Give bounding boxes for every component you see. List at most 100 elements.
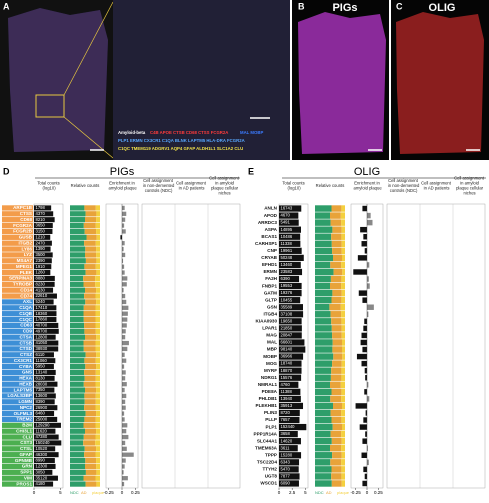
relative-segment	[342, 346, 345, 353]
relative-segment	[331, 437, 342, 445]
relative-segment	[331, 388, 342, 396]
count-bar	[279, 332, 302, 339]
relative-segment	[84, 399, 96, 405]
enrichment-bar	[122, 446, 127, 451]
relative-segment	[70, 363, 86, 370]
count-label: 8880	[36, 276, 46, 281]
gene-label: CD74	[20, 293, 32, 298]
relative-segment	[70, 222, 84, 229]
count-label: 11338	[281, 241, 293, 246]
relative-segment	[95, 405, 100, 411]
relative-segment	[70, 275, 84, 282]
legend-entry: NDC	[315, 490, 324, 495]
count-bar	[34, 211, 54, 217]
gene-label: CST3	[20, 440, 32, 445]
relative-segment	[70, 393, 85, 399]
count-bar	[279, 452, 302, 459]
relative-segment	[85, 252, 97, 258]
count-label: 4760	[281, 382, 291, 387]
tissue-section	[396, 12, 484, 154]
relative-segment	[70, 405, 85, 411]
count-bar	[279, 360, 302, 367]
relative-segment	[95, 293, 100, 299]
enrichment-bar	[367, 311, 369, 317]
relative-segment	[84, 452, 96, 458]
count-bar	[34, 405, 58, 411]
relative-segment	[332, 339, 342, 346]
relative-segment	[330, 219, 342, 226]
gene-label: LPAR1	[262, 326, 277, 331]
relative-segment	[70, 316, 84, 323]
relative-segment	[341, 367, 345, 374]
relative-segment	[331, 233, 342, 240]
image-title: PIGs	[332, 2, 357, 14]
column-frame	[386, 203, 486, 489]
relative-segment	[70, 446, 85, 452]
enrichment-bar	[122, 229, 126, 234]
relative-segment	[315, 466, 332, 473]
relative-segment	[315, 402, 333, 410]
relative-segment	[70, 440, 84, 446]
count-label: 4180	[36, 481, 46, 486]
count-bar	[279, 311, 304, 318]
count-bar	[279, 395, 301, 402]
relative-segment	[315, 459, 331, 466]
count-bar	[279, 466, 299, 473]
gene-label: PLEK	[20, 270, 33, 275]
enrichment-bar	[355, 403, 367, 409]
enrichment-bar	[363, 466, 367, 473]
relative-segment	[330, 374, 342, 381]
relative-segment	[315, 325, 332, 332]
count-label: 3500	[36, 252, 46, 257]
count-label: 13140	[36, 370, 48, 375]
enrichment-bar	[363, 325, 367, 332]
gene-label-bg	[2, 287, 33, 293]
count-bar	[279, 367, 302, 374]
relative-segment	[70, 305, 84, 311]
relative-segment	[83, 381, 96, 387]
enrichment-bar	[362, 438, 367, 444]
relative-segment	[85, 463, 97, 470]
relative-segment	[95, 452, 100, 458]
enrichment-bar	[122, 417, 125, 422]
relative-segment	[332, 452, 342, 459]
relative-segment	[341, 332, 345, 339]
relative-segment	[95, 340, 100, 346]
enrichment-bar	[122, 329, 126, 334]
relative-segment	[96, 428, 100, 434]
count-bar	[34, 328, 59, 334]
count-label: 18360	[36, 311, 48, 316]
relative-segment	[315, 332, 333, 339]
relative-segment	[342, 339, 345, 346]
enrichment-bar	[367, 304, 374, 310]
enrichment-bar	[364, 248, 367, 254]
relative-segment	[96, 258, 100, 264]
relative-segment	[315, 416, 332, 424]
enrichment-bar	[361, 241, 367, 247]
count-bar	[34, 340, 59, 346]
relative-segment	[84, 393, 96, 399]
count-bar	[279, 205, 302, 212]
gene-label: SERPINA3	[9, 276, 32, 281]
count-label: 38930	[36, 346, 48, 351]
gene-label-bg	[2, 340, 33, 346]
count-bar	[279, 353, 304, 360]
relative-segment	[95, 369, 100, 376]
count-label: 3611	[281, 445, 291, 450]
relative-segment	[70, 358, 85, 364]
column-header: Total counts (log10)	[37, 181, 59, 191]
gene-label: NPC2	[20, 405, 33, 410]
relative-segment	[341, 247, 345, 255]
gene-label: GFAP	[19, 452, 32, 457]
enrichment-bar	[365, 410, 367, 416]
gene-label: PLP1	[266, 424, 278, 429]
enrichment-bar	[367, 212, 371, 219]
panel-label: A	[3, 1, 10, 11]
relative-segment	[96, 469, 100, 475]
count-label: 19650	[281, 318, 293, 323]
relative-segment	[85, 481, 97, 487]
relative-segment	[83, 440, 96, 446]
relative-segment	[331, 205, 342, 212]
enrichment-bar	[361, 452, 367, 458]
count-label: 1798	[36, 205, 46, 210]
